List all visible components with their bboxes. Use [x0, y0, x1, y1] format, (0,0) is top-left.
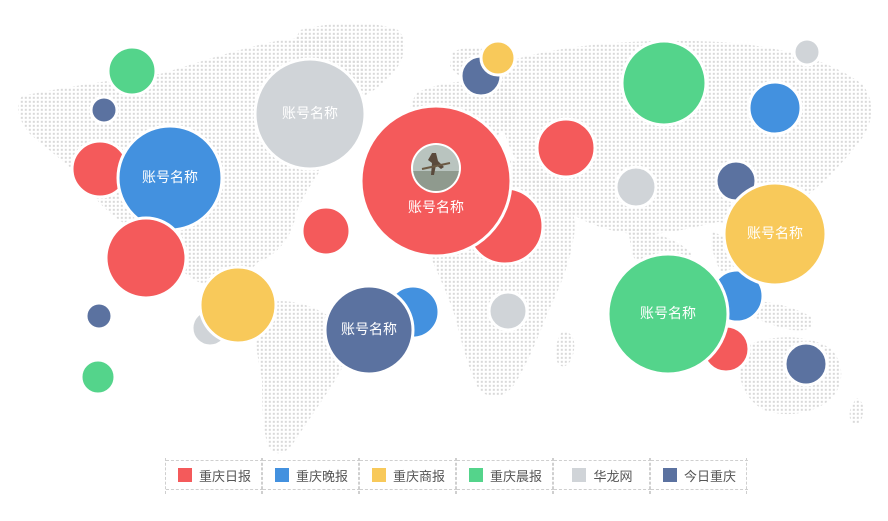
legend-item[interactable]: 重庆商报	[359, 458, 457, 494]
bubble-circle[interactable]	[487, 290, 529, 332]
bubble-circle[interactable]	[747, 80, 803, 136]
bubble[interactable]: 账号名称	[323, 284, 415, 376]
bubble[interactable]	[620, 39, 708, 127]
bubble-circle[interactable]	[300, 205, 352, 257]
bubble[interactable]	[792, 37, 822, 67]
bubble[interactable]: 账号名称	[606, 252, 730, 376]
bubble-circle[interactable]	[253, 57, 367, 171]
legend-swatch	[371, 468, 386, 482]
bubble[interactable]	[487, 290, 529, 332]
bubble-circle[interactable]	[89, 95, 119, 125]
bubble-circle[interactable]	[104, 216, 188, 300]
bubble[interactable]: 账号名称	[359, 104, 513, 258]
legend-swatch	[274, 468, 289, 482]
bubble[interactable]	[106, 45, 158, 97]
legend-swatch	[572, 468, 587, 482]
legend-label: 华龙网	[593, 469, 633, 485]
legend-label: 今日重庆	[683, 469, 736, 485]
legend-swatch	[177, 468, 192, 482]
bubble[interactable]	[84, 301, 114, 331]
bubble-circle[interactable]	[614, 165, 658, 209]
bubble[interactable]	[479, 39, 517, 77]
legend-swatch	[662, 468, 677, 482]
bubble-circle[interactable]	[79, 358, 117, 396]
bubble-circle[interactable]	[106, 45, 158, 97]
account-avatar	[411, 143, 461, 193]
bubble[interactable]	[614, 165, 658, 209]
legend-item[interactable]: 重庆晨报	[456, 458, 554, 494]
bubble[interactable]	[747, 80, 803, 136]
bubble[interactable]	[89, 95, 119, 125]
legend-swatch	[468, 468, 483, 482]
legend-label: 重庆商报	[392, 469, 445, 485]
bubble[interactable]	[535, 117, 597, 179]
legend-item[interactable]: 重庆晚报	[262, 458, 360, 494]
legend-item[interactable]: 重庆日报	[165, 458, 263, 494]
bubble-label: 账号名称	[747, 226, 803, 242]
legend-label: 重庆日报	[198, 469, 251, 485]
bubble-label: 账号名称	[282, 106, 338, 122]
bubble-circle[interactable]	[323, 284, 415, 376]
bubble-label: 账号名称	[341, 322, 397, 338]
bubble[interactable]	[104, 216, 188, 300]
bubble-circle[interactable]	[722, 181, 828, 287]
bubble[interactable]: 账号名称	[253, 57, 367, 171]
bubble-circle[interactable]	[606, 252, 730, 376]
bubble-circle[interactable]	[198, 265, 278, 345]
bubble[interactable]	[198, 265, 278, 345]
bubble[interactable]: 账号名称	[116, 124, 224, 232]
bubble[interactable]	[783, 341, 829, 387]
legend-label: 重庆晨报	[489, 469, 542, 485]
bubble-circle[interactable]	[783, 341, 829, 387]
bubble[interactable]	[300, 205, 352, 257]
bubble-label: 账号名称	[142, 170, 198, 186]
bubble[interactable]	[79, 358, 117, 396]
bubble-circle[interactable]	[479, 39, 517, 77]
legend-label: 重庆晚报	[295, 469, 348, 485]
bubble-circle[interactable]	[620, 39, 708, 127]
bubble-label: 账号名称	[408, 200, 464, 216]
legend-item[interactable]: 今日重庆	[650, 458, 748, 494]
bubble[interactable]: 账号名称	[722, 181, 828, 287]
legend: 重庆日报 重庆晚报 重庆商报 重庆晨报 华龙网 今日重庆	[165, 458, 748, 494]
bubble-circle[interactable]	[535, 117, 597, 179]
bubble-circle[interactable]	[792, 37, 822, 67]
bubble-label: 账号名称	[640, 306, 696, 322]
bubble-circle[interactable]	[84, 301, 114, 331]
legend-item[interactable]: 华龙网	[553, 458, 651, 494]
